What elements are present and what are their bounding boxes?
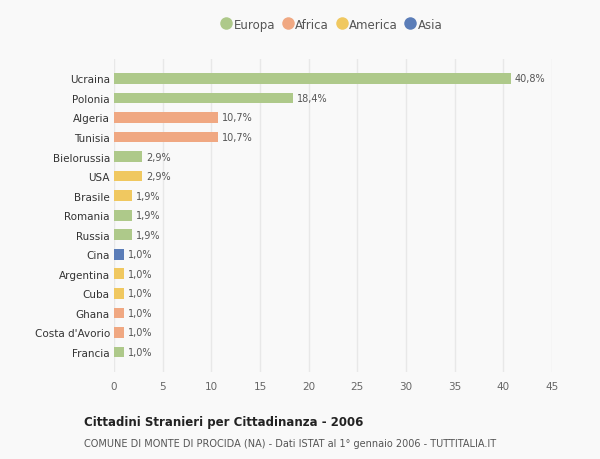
Bar (114, 191, 133, 202)
Bar (114, 327, 124, 338)
Bar (114, 210, 133, 221)
Bar (114, 171, 142, 182)
Text: 1,0%: 1,0% (128, 308, 152, 318)
Bar (114, 74, 511, 84)
Bar (114, 93, 293, 104)
Legend: Europa, Africa, America, Asia: Europa, Africa, America, Asia (223, 19, 443, 32)
Bar (114, 269, 124, 280)
Text: 1,0%: 1,0% (128, 328, 152, 338)
Text: 1,0%: 1,0% (128, 347, 152, 357)
Text: 2,9%: 2,9% (146, 152, 171, 162)
Bar (114, 308, 124, 319)
Text: 10,7%: 10,7% (222, 113, 253, 123)
Text: 10,7%: 10,7% (222, 133, 253, 143)
Text: 1,0%: 1,0% (128, 269, 152, 279)
Text: 40,8%: 40,8% (515, 74, 545, 84)
Text: 2,9%: 2,9% (146, 172, 171, 182)
Text: Cittadini Stranieri per Cittadinanza - 2006: Cittadini Stranieri per Cittadinanza - 2… (84, 415, 364, 428)
Bar (114, 249, 124, 260)
Text: 1,9%: 1,9% (136, 211, 161, 221)
Text: 1,9%: 1,9% (136, 191, 161, 201)
Bar (114, 152, 142, 162)
Bar (114, 230, 133, 241)
Bar (114, 288, 124, 299)
Text: 1,0%: 1,0% (128, 250, 152, 260)
Text: 1,0%: 1,0% (128, 289, 152, 299)
Bar (114, 347, 124, 358)
Text: COMUNE DI MONTE DI PROCIDA (NA) - Dati ISTAT al 1° gennaio 2006 - TUTTITALIA.IT: COMUNE DI MONTE DI PROCIDA (NA) - Dati I… (84, 438, 496, 448)
Text: 1,9%: 1,9% (136, 230, 161, 240)
Text: 18,4%: 18,4% (297, 94, 328, 104)
Bar (114, 113, 218, 123)
Bar (114, 132, 218, 143)
